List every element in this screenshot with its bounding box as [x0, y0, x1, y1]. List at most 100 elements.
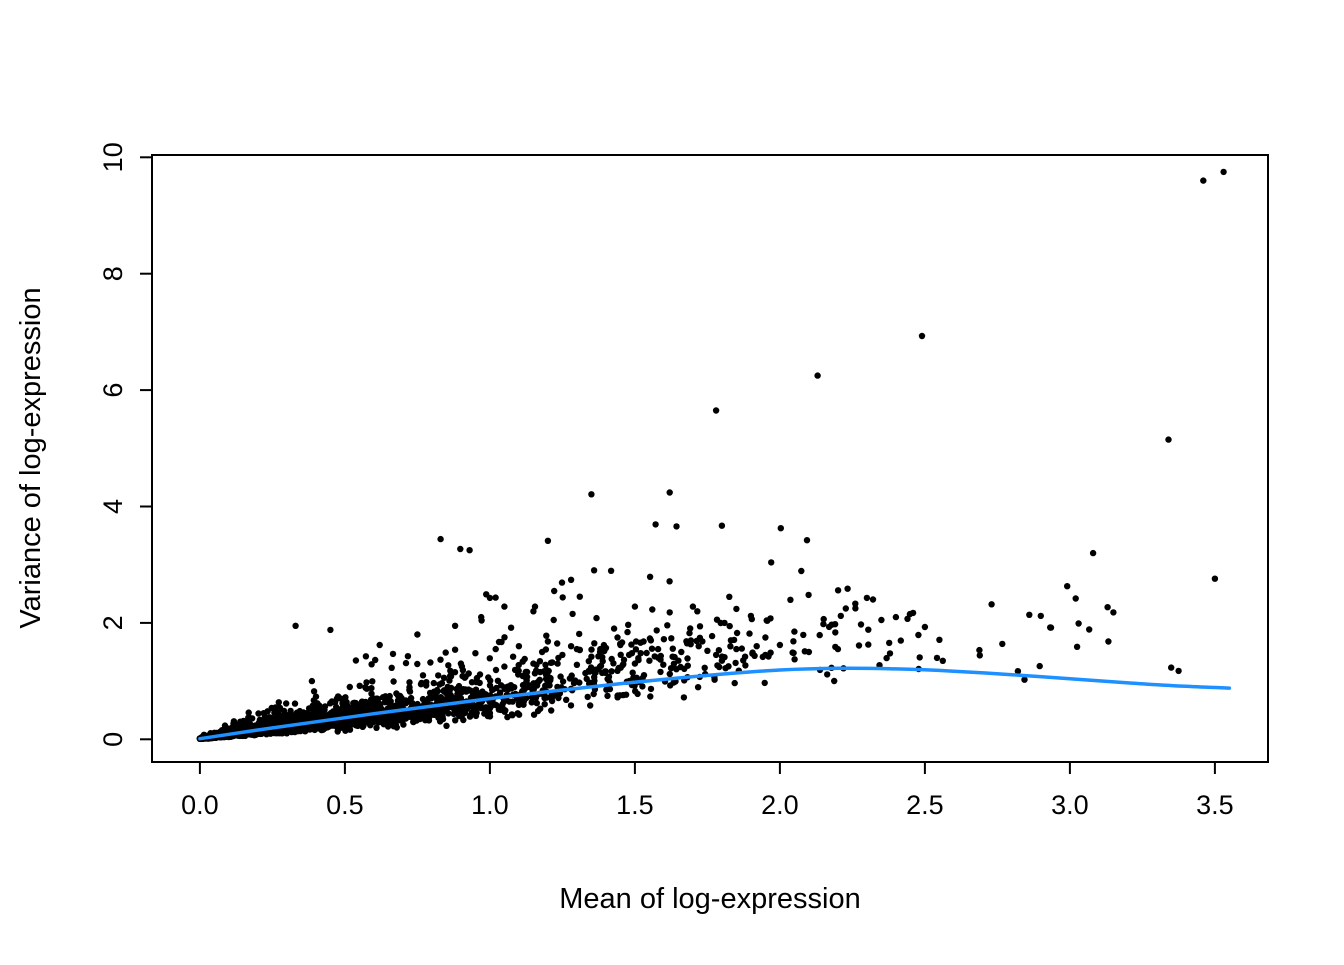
scatter-point: [547, 659, 555, 666]
scatter-point: [521, 655, 528, 663]
scatter-point: [551, 587, 558, 595]
scatter-point: [456, 712, 463, 720]
scatter-point: [334, 728, 341, 735]
scatter-point: [716, 663, 723, 671]
scatter-point: [283, 700, 290, 707]
scatter-point: [457, 660, 465, 667]
scatter-point: [624, 628, 631, 636]
scatter-point: [437, 694, 444, 701]
scatter-point: [566, 675, 574, 682]
scatter-point: [604, 692, 611, 700]
scatter-point: [515, 695, 523, 702]
scatter-point: [554, 683, 561, 691]
scatter-point: [653, 627, 660, 634]
scatter-point: [749, 649, 756, 656]
scatter-point: [590, 690, 597, 698]
scatter-point: [857, 621, 865, 628]
x-axis-title: Mean of log-expression: [559, 883, 860, 915]
scatter-point: [473, 674, 481, 682]
trend-line: [198, 666, 1232, 741]
scatter-point: [646, 635, 654, 642]
scatter-point: [404, 653, 412, 660]
scatter-point: [933, 654, 941, 662]
scatter-point: [1064, 583, 1071, 590]
scatter-point: [1073, 643, 1081, 650]
scatter-point: [505, 683, 512, 690]
scatter-point: [472, 650, 479, 657]
scatter-point: [608, 655, 615, 663]
scatter-point: [800, 631, 807, 639]
scatter-point: [373, 724, 380, 731]
scatter-point: [451, 669, 459, 676]
scatter-point: [443, 722, 450, 729]
scatter-point: [625, 651, 633, 659]
scatter-point: [696, 623, 704, 630]
scatter-point: [419, 672, 427, 679]
scatter-point: [429, 706, 436, 714]
scatter-point: [668, 635, 675, 642]
scatter-point: [727, 643, 734, 650]
scatter-point: [367, 722, 374, 729]
scatter-point: [485, 674, 492, 681]
scatter-point: [886, 650, 894, 657]
scatter-point: [610, 625, 618, 632]
scatter-point: [327, 700, 334, 707]
scatter-point: [614, 667, 621, 674]
scatter-point: [390, 723, 397, 730]
scatter-point: [440, 674, 448, 681]
scatter-point: [733, 629, 741, 637]
scatter-point: [435, 672, 442, 679]
scatter-point: [515, 643, 523, 650]
scatter-point: [315, 711, 323, 719]
scatter-point: [1105, 638, 1112, 645]
scatter-point: [820, 615, 827, 623]
scatter-point: [897, 637, 904, 644]
scatter-point: [291, 700, 299, 707]
scatter-point: [666, 489, 673, 496]
scatter-point: [863, 594, 871, 602]
scatter-point: [368, 698, 376, 705]
scatter-point: [834, 645, 842, 653]
scatter-point: [492, 645, 499, 653]
scatter-point: [1168, 664, 1175, 671]
scatter-point: [596, 648, 604, 656]
scatter-point: [591, 640, 598, 647]
scatter-point: [718, 522, 726, 529]
scatter-point: [559, 678, 567, 685]
scatter-point: [360, 722, 367, 729]
scatter-point: [230, 718, 238, 725]
scatter-point: [554, 640, 561, 647]
scatter-point: [631, 603, 639, 610]
scatter-point: [340, 696, 347, 704]
scatter-point: [629, 669, 636, 676]
scatter-point: [976, 646, 983, 654]
scatter-point: [528, 699, 535, 706]
scatter-point: [632, 688, 639, 695]
scatter-point: [528, 694, 536, 701]
scatter-point: [559, 594, 566, 601]
scatter-point: [492, 666, 500, 674]
scatter-point: [602, 644, 610, 652]
scatter-point: [327, 626, 334, 634]
scatter-point: [331, 722, 338, 729]
scatter-point: [465, 686, 472, 693]
scatter-point: [715, 647, 723, 654]
scatter-point: [675, 657, 682, 664]
scatter-point: [731, 679, 738, 687]
scatter-point: [530, 608, 537, 615]
scatter-point: [832, 629, 839, 636]
scatter-point: [1075, 620, 1082, 627]
scatter-point: [423, 679, 430, 686]
scatter-point: [625, 621, 632, 628]
scatter-point: [834, 587, 842, 594]
scatter-point: [712, 651, 720, 659]
scatter-point: [362, 684, 369, 691]
scatter-point: [321, 703, 329, 710]
scatter-point: [1047, 624, 1054, 631]
scatter-point: [1072, 595, 1079, 602]
y-tick-label: 6: [98, 383, 128, 398]
scatter-point: [837, 612, 844, 620]
scatter-point: [583, 675, 590, 683]
scatter-point: [746, 630, 753, 637]
scatter-point: [648, 645, 656, 652]
